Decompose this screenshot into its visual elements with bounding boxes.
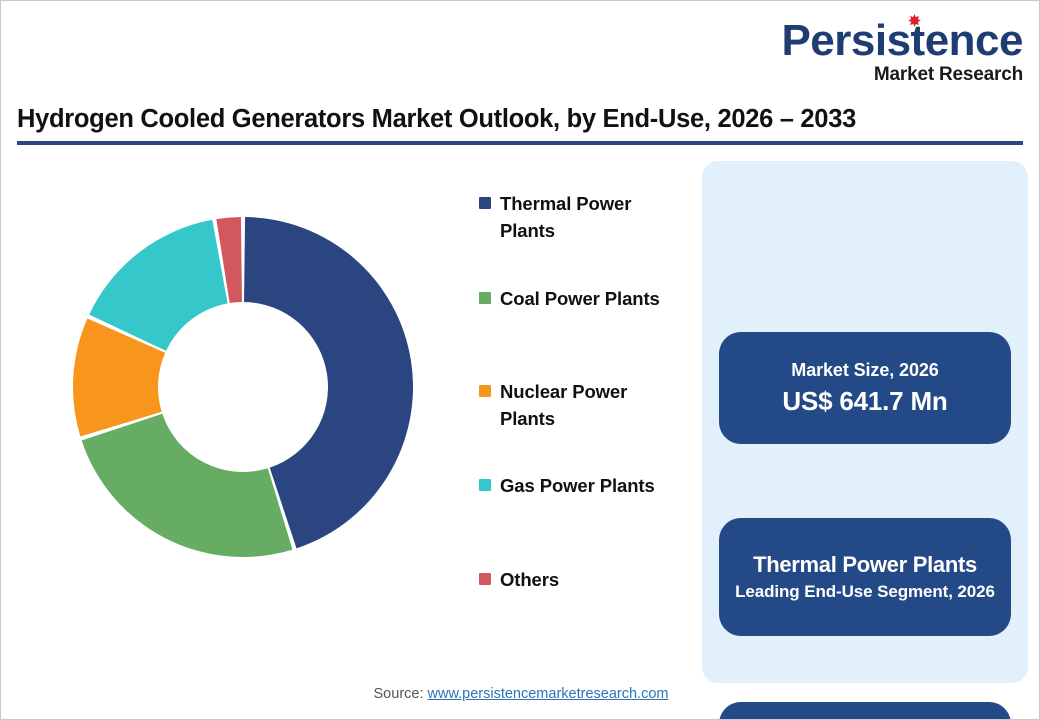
card-subtitle: Leading End-Use Segment, 2026 bbox=[735, 581, 995, 601]
legend-label: Others bbox=[500, 569, 560, 590]
legend-label: Thermal Power Plants bbox=[500, 193, 632, 241]
card-value: US$ 641.7 Mn bbox=[782, 385, 948, 416]
source-prefix-label: Source: bbox=[373, 686, 428, 702]
donut-chart-svg bbox=[72, 217, 413, 557]
highlight-card-market-size[interactable]: Market Size, 2026 US$ 641.7 Mn bbox=[719, 332, 1011, 444]
page-title-block: Hydrogen Cooled Generators Market Outloo… bbox=[17, 105, 1023, 145]
logo-brand-text: Persistence ✸ bbox=[781, 13, 1023, 65]
donut-slice-others[interactable] bbox=[216, 217, 242, 304]
legend-item-thermal-power-plants[interactable]: Thermal Power Plants bbox=[479, 191, 679, 245]
card-title: Thermal Power Plants bbox=[753, 552, 977, 578]
highlight-card-fast-growing-segment[interactable]: Nuclear Power Plants Fast-Growing End-Us… bbox=[719, 702, 1011, 719]
logo-brand-label: Persistence bbox=[781, 16, 1023, 65]
card-label: Market Size, 2026 bbox=[791, 360, 939, 380]
legend-swatch-icon bbox=[479, 197, 491, 209]
legend-item-coal-power-plants[interactable]: Coal Power Plants bbox=[479, 286, 694, 313]
legend-label: Coal Power Plants bbox=[500, 288, 660, 309]
legend-swatch-icon bbox=[479, 573, 491, 585]
highlight-card-leading-segment[interactable]: Thermal Power Plants Leading End-Use Seg… bbox=[719, 518, 1011, 636]
legend-swatch-icon bbox=[479, 292, 491, 304]
donut-slice-thermal-power-plants[interactable] bbox=[244, 217, 413, 549]
asterisk-icon: ✸ bbox=[908, 13, 921, 30]
legend-item-others[interactable]: Others bbox=[479, 567, 679, 594]
company-logo: Persistence ✸ Market Research bbox=[781, 13, 1023, 85]
donut-chart bbox=[51, 197, 441, 587]
title-underline-rule bbox=[17, 141, 1023, 145]
source-link[interactable]: www.persistencemarketresearch.com bbox=[427, 686, 669, 702]
donut-slice-gas-power-plants[interactable] bbox=[89, 219, 228, 351]
legend-label: Gas Power Plants bbox=[500, 475, 655, 496]
legend-item-gas-power-plants[interactable]: Gas Power Plants bbox=[479, 473, 694, 500]
donut-slice-nuclear-power-plants[interactable] bbox=[72, 318, 166, 437]
source-footer: Source: www.persistencemarketresearch.co… bbox=[1, 686, 1039, 702]
chart-legend: Thermal Power Plants Coal Power Plants N… bbox=[479, 191, 694, 601]
page-title: Hydrogen Cooled Generators Market Outloo… bbox=[17, 105, 856, 133]
highlights-panel: Market Size, 2026 US$ 641.7 Mn Thermal P… bbox=[702, 161, 1028, 719]
logo-subtitle: Market Research bbox=[873, 64, 1023, 85]
donut-slice-group bbox=[72, 217, 413, 557]
legend-label: Nuclear Power Plants bbox=[500, 381, 628, 429]
donut-slice-coal-power-plants[interactable] bbox=[81, 413, 293, 557]
legend-item-nuclear-power-plants[interactable]: Nuclear Power Plants bbox=[479, 379, 679, 433]
legend-swatch-icon bbox=[479, 385, 491, 397]
legend-swatch-icon bbox=[479, 479, 491, 491]
